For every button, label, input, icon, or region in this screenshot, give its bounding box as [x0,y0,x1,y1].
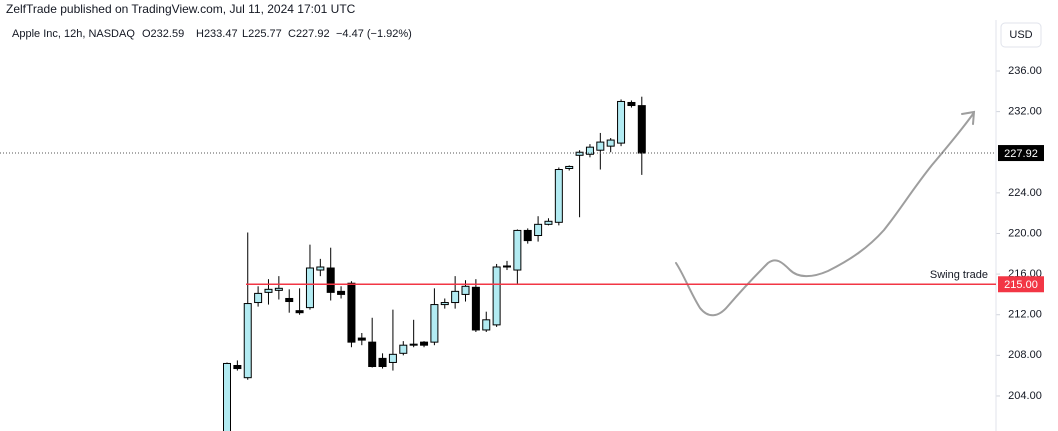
currency-button[interactable] [1000,22,1042,48]
y-tick-label: 208.00 [1008,349,1042,361]
candle-body [337,290,346,295]
candle-body [243,303,252,379]
candle-body [585,146,594,155]
y-tick-label: 212.00 [1008,309,1042,321]
candle-body [223,362,231,431]
candle-body [513,229,522,271]
candle-body [368,341,377,368]
level-label: 215.00 [1004,279,1038,291]
level-text: Swing trade [930,269,988,281]
candle-body [544,220,553,225]
y-tick-label: 232.00 [1008,106,1042,118]
y-tick-label: 204.00 [1008,390,1042,402]
candle-body [482,319,491,331]
candle-body [565,165,574,169]
last-price-label: 227.92 [1004,148,1038,160]
candle-body [492,266,501,326]
candle-body [637,105,646,154]
candle-body [378,357,387,368]
drawing-arrow [675,110,976,317]
candle-body [347,282,356,343]
candle-body [264,288,273,293]
candle-body [305,267,314,309]
y-tick-label: 220.00 [1008,227,1042,239]
candle-body [554,169,563,223]
candle-body [316,266,325,271]
candle-body [606,139,615,147]
candle-body [420,341,429,346]
publisher: ZelfTrade published on TradingView.com, … [6,2,356,16]
candle-body [440,302,449,306]
candle-body [409,343,418,346]
candle-body [523,229,532,242]
candle-body [451,290,460,304]
candle-body [388,353,397,363]
candle-body [596,141,605,151]
currency[interactable]: USD [1009,29,1032,41]
legend-symbol: Apple Inc, 12h, NASDAQ [12,28,135,40]
candle-body [233,364,242,370]
legend-low: L225.77 [242,28,282,40]
candle-body [430,304,439,343]
level-badge [998,276,1044,293]
legend-open: O232.59 [142,28,184,40]
candle-body [471,286,480,331]
last-price-badge [998,145,1044,162]
candle-body [534,223,543,237]
candle-body [285,297,294,303]
candle-body [357,337,366,341]
candle-body [399,344,408,354]
candle-body [295,310,304,314]
candle-body [617,100,626,144]
candle-body [274,287,283,291]
candle-body [502,265,511,268]
y-tick-label: 236.00 [1008,65,1042,77]
legend-change: −4.47 (−1.92%) [336,28,412,40]
candle-body [627,101,636,107]
candle-body [326,267,335,293]
legend-high: H233.47 [196,28,238,40]
legend-close: C227.92 [288,28,330,40]
y-tick-label: 224.00 [1008,187,1042,199]
candle-body [461,285,470,295]
candle-body [575,151,584,156]
candle-body [254,292,263,304]
